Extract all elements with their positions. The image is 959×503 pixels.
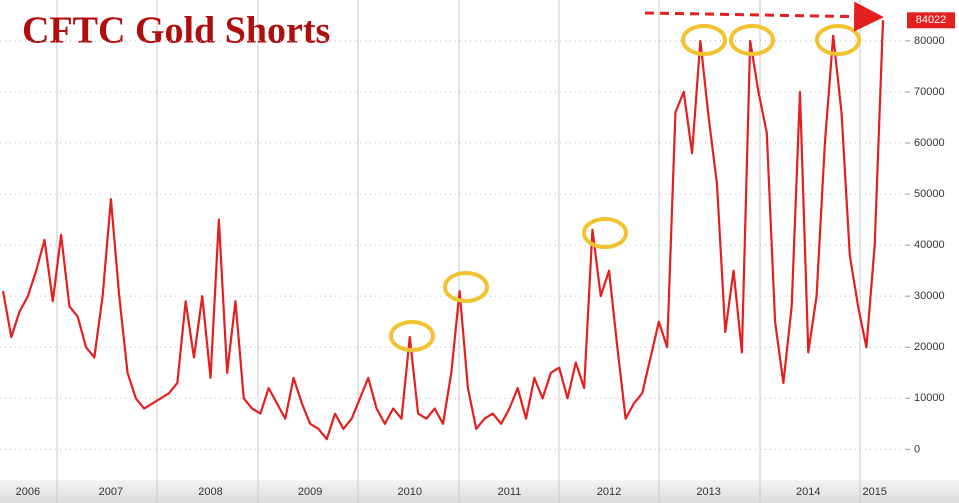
x-tick-label: 2008 (198, 486, 222, 498)
plot: 0 10000 20000 30000 40000 50000 60000 70000 8000… (0, 20, 945, 498)
y-tick-label: 60000 (914, 137, 945, 149)
y-tick-label: 80000 (914, 35, 945, 47)
x-tick-label: 2013 (696, 486, 720, 498)
x-tick-label: 2009 (298, 486, 322, 498)
y-tick-label: 70000 (914, 86, 945, 98)
x-tick-label: 2015 (862, 486, 886, 498)
x-tick-label: 2007 (99, 486, 123, 498)
x-tick-label: 2012 (597, 486, 621, 498)
x-tick-label: 2010 (398, 486, 422, 498)
annotations (389, 1, 884, 352)
x-tick-label: 2006 (16, 486, 40, 498)
last-value-box (907, 12, 955, 29)
x-tick-label: 2011 (498, 486, 522, 498)
y-tick-label: 50000 (914, 188, 945, 200)
data-line (1, 20, 885, 441)
y-tick-label: 40000 (914, 239, 945, 251)
year-separators (56, 0, 861, 503)
y-tick-label: 20000 (914, 341, 945, 353)
y-tick-label: 0 (914, 443, 920, 455)
x-tick-label: 2014 (796, 486, 820, 498)
x-axis-band (0, 480, 959, 503)
chart-title: CFTC Gold Shorts (22, 10, 330, 52)
y-tick-label: 10000 (914, 392, 945, 404)
last-value-label: 84022 (916, 14, 947, 26)
y-tick-label: 30000 (914, 290, 945, 302)
